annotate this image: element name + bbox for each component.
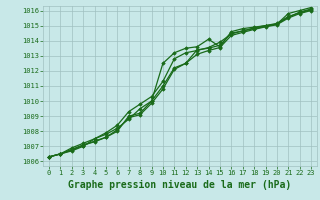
X-axis label: Graphe pression niveau de la mer (hPa): Graphe pression niveau de la mer (hPa) [68, 180, 292, 190]
